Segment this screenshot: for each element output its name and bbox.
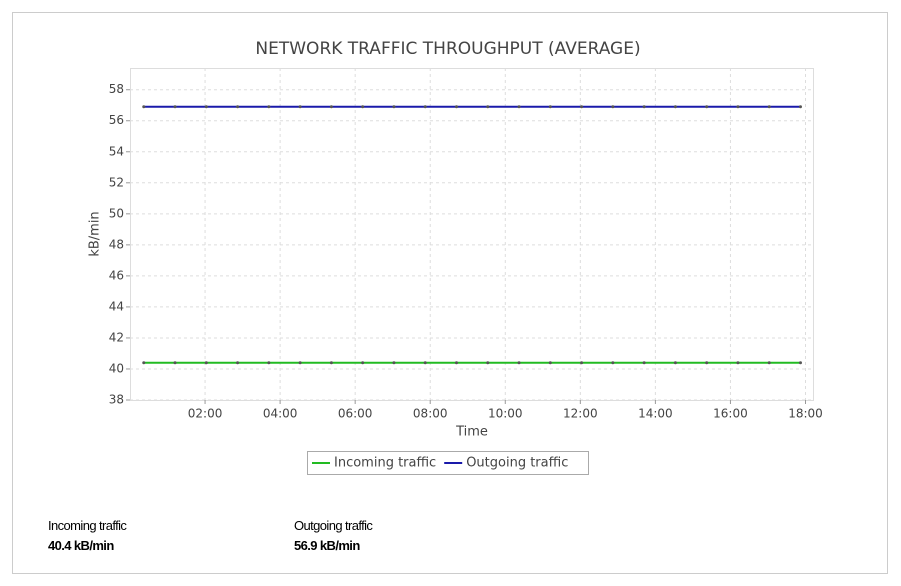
summary-incoming: Incoming traffic 40.4 kB/min	[48, 518, 127, 553]
point	[298, 105, 302, 109]
point	[798, 361, 802, 365]
y-tick-label: 52	[109, 175, 124, 189]
y-tick-label: 50	[109, 206, 124, 220]
summary-label: Outgoing traffic	[294, 518, 373, 533]
point	[517, 361, 521, 365]
point	[329, 105, 333, 109]
point	[267, 105, 271, 109]
point	[798, 105, 802, 109]
x-tick-label: 10:00	[488, 407, 523, 421]
y-tick-label: 42	[109, 330, 124, 344]
point	[361, 105, 365, 109]
x-tick-label: 08:00	[413, 407, 448, 421]
point	[642, 361, 646, 365]
point	[329, 361, 333, 365]
x-tick-label: 12:00	[563, 407, 598, 421]
point	[673, 105, 677, 109]
summary-value: 56.9 kB/min	[294, 538, 360, 553]
point	[173, 105, 177, 109]
y-tick-label: 38	[109, 393, 124, 407]
point	[204, 105, 208, 109]
point	[517, 105, 521, 109]
point	[767, 361, 771, 365]
x-tick-label: 16:00	[713, 407, 748, 421]
y-tick-label: 58	[109, 82, 124, 96]
point	[236, 361, 240, 365]
point	[486, 361, 490, 365]
point	[361, 361, 365, 365]
point	[611, 361, 615, 365]
summary-value: 40.4 kB/min	[48, 538, 114, 553]
point	[580, 105, 584, 109]
point	[705, 105, 709, 109]
point	[736, 361, 740, 365]
x-tick-label: 02:00	[188, 407, 223, 421]
point	[392, 105, 396, 109]
point	[142, 361, 146, 365]
point	[142, 105, 146, 109]
point	[736, 105, 740, 109]
point	[236, 105, 240, 109]
point	[548, 105, 552, 109]
panel-border	[12, 12, 888, 574]
point	[423, 361, 427, 365]
legend-label: Incoming traffic	[334, 456, 436, 471]
point	[486, 105, 490, 109]
y-tick-label: 40	[109, 361, 124, 375]
point	[611, 105, 615, 109]
summary-outgoing: Outgoing traffic 56.9 kB/min	[294, 518, 373, 553]
y-tick-label: 48	[109, 237, 124, 251]
point	[580, 361, 584, 365]
point	[705, 361, 709, 365]
point	[767, 105, 771, 109]
y-tick-label: 44	[109, 299, 124, 313]
chart-title: NETWORK TRAFFIC THROUGHPUT (AVERAGE)	[255, 39, 640, 59]
point	[392, 361, 396, 365]
y-axis-label: kB/min	[88, 211, 103, 256]
point	[454, 105, 458, 109]
point	[173, 361, 177, 365]
point	[267, 361, 271, 365]
x-tick-label: 04:00	[263, 407, 298, 421]
plot-area	[130, 68, 814, 401]
point	[423, 105, 427, 109]
legend-label: Outgoing traffic	[466, 456, 568, 471]
point	[673, 361, 677, 365]
x-tick-label: 06:00	[338, 407, 373, 421]
point	[454, 361, 458, 365]
y-tick-label: 56	[109, 113, 124, 127]
point	[204, 361, 208, 365]
y-tick-label: 54	[109, 144, 124, 158]
y-tick-label: 46	[109, 268, 124, 282]
point	[548, 361, 552, 365]
x-tick-label: 18:00	[788, 407, 823, 421]
point	[642, 105, 646, 109]
summary-label: Incoming traffic	[48, 518, 127, 533]
x-tick-label: 14:00	[638, 407, 673, 421]
point	[298, 361, 302, 365]
x-axis-label: Time	[455, 425, 488, 440]
